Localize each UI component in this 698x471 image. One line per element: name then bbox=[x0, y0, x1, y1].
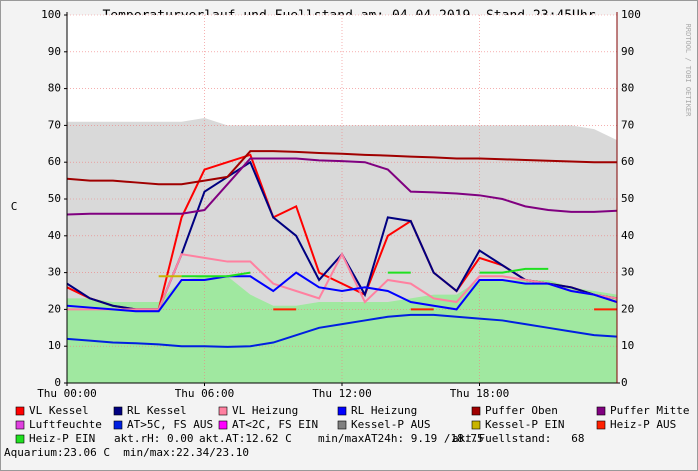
legend-swatch bbox=[596, 420, 606, 430]
y-tick-label: 10 bbox=[48, 339, 61, 352]
series-line bbox=[181, 267, 549, 278]
legend-label: RL Heizung bbox=[351, 404, 417, 417]
y2-tick-label: 90 bbox=[621, 45, 634, 58]
legend-swatch bbox=[15, 434, 25, 444]
legend-label: AT>5C, FS AUS bbox=[127, 418, 213, 431]
y-tick-label: 90 bbox=[48, 45, 61, 58]
watermark: RRDTOOL / TOBI OETIKER bbox=[684, 24, 692, 118]
legend-swatch bbox=[218, 420, 228, 430]
legend-label: RL Kessel bbox=[127, 404, 187, 417]
legend-label: Puffer Mitte bbox=[610, 404, 689, 417]
y-tick-label: 0 bbox=[54, 376, 61, 389]
legend-note: Aquarium:23.06 C min/max:22.34/23.10 bbox=[4, 446, 249, 459]
series-line bbox=[66, 150, 617, 186]
legend-note: min/maxAT24h: 9.19 /18.75 bbox=[318, 432, 484, 445]
legend-label: VL Kessel bbox=[29, 404, 89, 417]
y-tick-label: 100 bbox=[41, 8, 61, 21]
y2-tick-label: 70 bbox=[621, 118, 634, 131]
legend-swatch bbox=[113, 420, 123, 430]
legend-swatch bbox=[337, 420, 347, 430]
legend-note: akt.rH: 0.00 bbox=[114, 432, 193, 445]
legend-swatch bbox=[218, 406, 228, 416]
legend-label: Heiz-P AUS bbox=[610, 418, 676, 431]
y2-tick-label: 0 bbox=[621, 376, 628, 389]
y2-tick-label: 40 bbox=[621, 229, 634, 242]
x-tick-label: Thu 00:00 bbox=[37, 387, 97, 400]
y2-tick-label: 50 bbox=[621, 192, 634, 205]
legend-swatch bbox=[471, 420, 481, 430]
legend-label: Puffer Oben bbox=[485, 404, 558, 417]
legend-swatch bbox=[15, 420, 25, 430]
legend-label: AT<2C, FS EIN bbox=[232, 418, 318, 431]
series-line bbox=[66, 271, 618, 313]
x-tick-label: Thu 12:00 bbox=[312, 387, 372, 400]
y-tick-label: 70 bbox=[48, 118, 61, 131]
y-tick-label: 80 bbox=[48, 82, 61, 95]
series-line bbox=[66, 157, 618, 216]
y-tick-label: 20 bbox=[48, 302, 61, 315]
y2-tick-label: 20 bbox=[621, 302, 634, 315]
y-tick-label: 60 bbox=[48, 155, 61, 168]
legend-label: Kessel-P EIN bbox=[485, 418, 564, 431]
legend-label: VL Heizung bbox=[232, 404, 298, 417]
legend-label: Luftfeuchte bbox=[29, 418, 102, 431]
legend-swatch bbox=[596, 406, 606, 416]
y2-tick-label: 10 bbox=[621, 339, 634, 352]
legend-note: akt.Fuellstand: 68 bbox=[452, 432, 584, 445]
legend-note: akt.AT:12.62 C bbox=[199, 432, 292, 445]
y2-tick-label: 100 bbox=[621, 8, 641, 21]
legend-swatch bbox=[113, 406, 123, 416]
area bbox=[67, 276, 617, 383]
x-tick-label: Thu 18:00 bbox=[450, 387, 510, 400]
series-line bbox=[66, 313, 618, 348]
legend-swatch bbox=[337, 406, 347, 416]
legend-swatch bbox=[15, 406, 25, 416]
y-tick-label: 40 bbox=[48, 229, 61, 242]
y-tick-label: 30 bbox=[48, 266, 61, 279]
series-line bbox=[67, 251, 618, 311]
y2-tick-label: 30 bbox=[621, 266, 634, 279]
x-tick-label: Thu 06:00 bbox=[175, 387, 235, 400]
y-axis-label: C bbox=[11, 200, 18, 213]
y2-tick-label: 60 bbox=[621, 155, 634, 168]
legend-label: Kessel-P AUS bbox=[351, 418, 430, 431]
y2-tick-label: 80 bbox=[621, 82, 634, 95]
legend-label: Heiz-P EIN bbox=[29, 432, 95, 445]
y-tick-label: 50 bbox=[48, 192, 61, 205]
legend-swatch bbox=[471, 406, 481, 416]
